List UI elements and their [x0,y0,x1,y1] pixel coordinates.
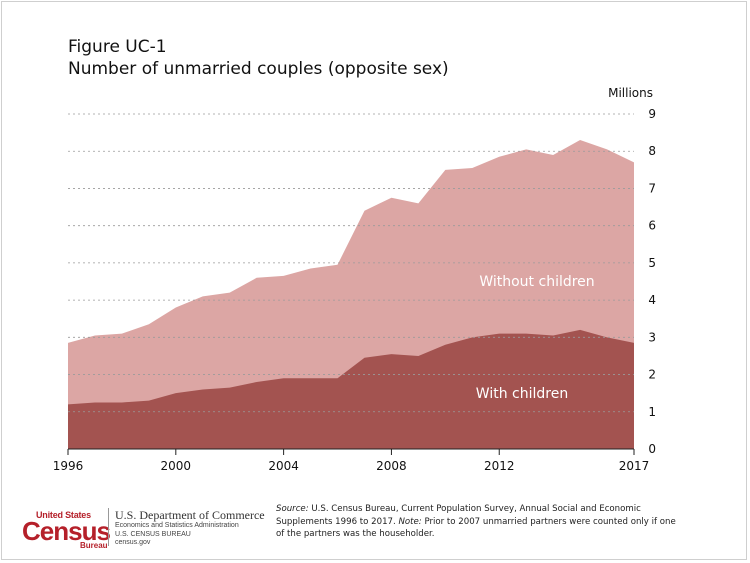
series-label-without-children: Without children [479,274,594,290]
y-tick-label-7: 7 [648,181,656,195]
x-tick-label-2000: 2000 [161,459,192,473]
x-tick-label-1996: 1996 [53,459,84,473]
logo-bureau: Bureau [80,541,108,550]
department-name: U.S. Department of Commerce [115,508,265,522]
y-axis-unit-label: Millions [608,86,653,100]
x-tick-label-2008: 2008 [376,459,407,473]
series-area-with-children [68,329,634,449]
x-tick-label-2012: 2012 [484,459,515,473]
department-line-2: U.S. CENSUS BUREAU [115,530,191,538]
logo-united-states: United States [36,510,91,520]
y-tick-label-0: 0 [648,442,656,456]
note-text: Prior to 2007 unmarried partners were co… [276,516,676,540]
source-label: Source: [276,504,309,514]
figure-number: Figure UC-1 [68,37,167,57]
y-tick-label-3: 3 [648,330,656,344]
source-text: U.S. Census Bureau, Current Population S… [276,504,641,527]
y-tick-label-2: 2 [648,368,656,382]
series-label-with-children: With children [476,386,568,402]
y-tick-label-5: 5 [648,256,656,270]
figure-title: Number of unmarried couples (opposite se… [68,59,449,79]
y-tick-label-8: 8 [648,144,656,158]
logo-divider [108,508,109,546]
department-block: U.S. Department of Commerce Economics an… [115,508,265,548]
note-label: Note: [398,516,422,527]
y-tick-label-1: 1 [648,405,656,419]
source-note: Source: U.S. Census Bureau, Current Popu… [276,503,676,541]
title-block: Figure UC-1 Number of unmarried couples … [68,36,449,80]
logo-census: Census [22,516,111,546]
y-tick-label-6: 6 [648,219,656,233]
x-tick-label-2017: 2017 [619,459,650,473]
department-line-3: census.gov [115,539,151,546]
area-chart: 0 1 2 3 4 5 6 7 8 9 Millions 1996 2000 2004 2008 2012 20… [53,86,656,473]
x-tick-label-2004: 2004 [268,459,299,473]
y-tick-label-9: 9 [648,107,656,121]
department-line-1: Economics and Statistics Administration [115,522,239,529]
y-tick-label-4: 4 [648,293,656,307]
